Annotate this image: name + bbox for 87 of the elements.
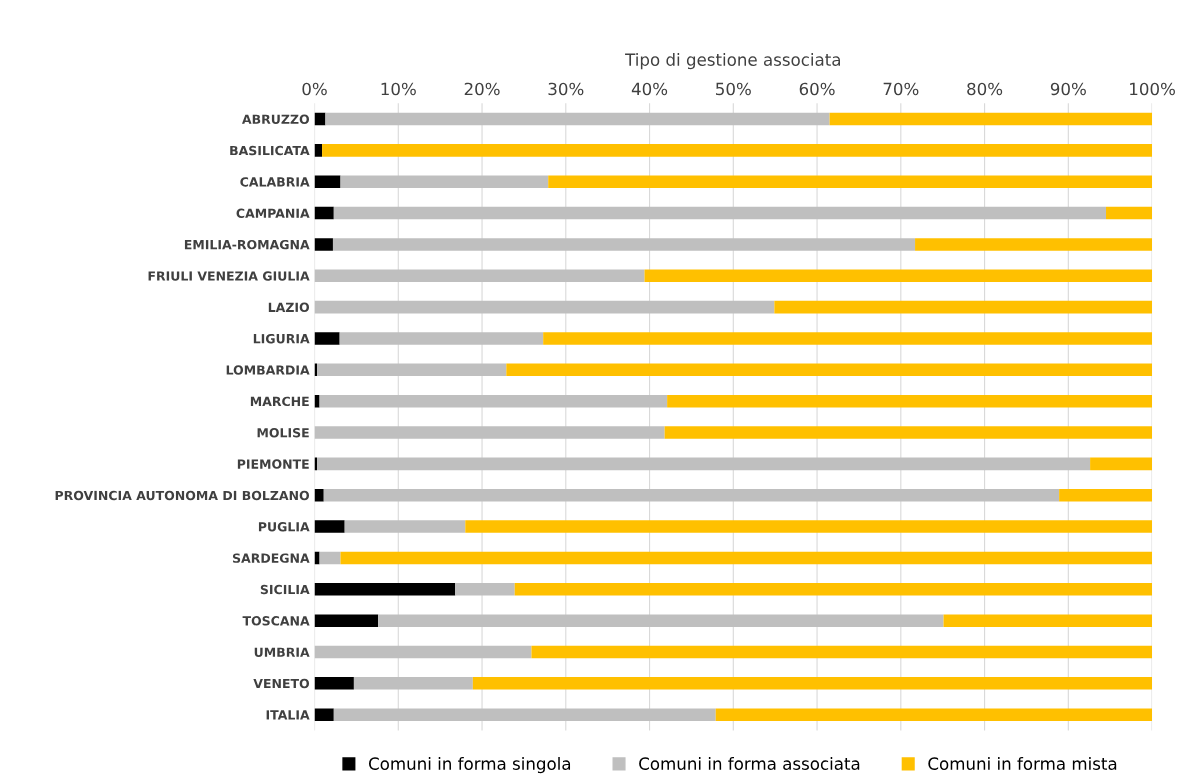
bar: [774, 300, 1153, 314]
x-tick-label: 70%: [883, 82, 919, 96]
y-tick-label: FRIULI VENEZIA GIULIA: [148, 271, 310, 281]
bar: [378, 614, 944, 627]
y-tick-label: PUGLIA: [258, 522, 310, 532]
x-tick-label: 100%: [1130, 82, 1175, 96]
y-tick-label: BASILICATA: [230, 145, 310, 156]
bar: [715, 708, 1153, 721]
x-tick-label: 0%: [302, 82, 327, 96]
bar: [1106, 206, 1153, 220]
bar: [314, 175, 341, 188]
bar: [340, 175, 549, 188]
bar: [314, 677, 354, 690]
bar: [322, 144, 1153, 157]
y-tick-label: ITALIA: [266, 710, 310, 720]
bar: [506, 363, 1153, 377]
bar: [314, 520, 345, 533]
bar: [465, 520, 1153, 533]
x-tick-label: 80%: [967, 82, 1003, 96]
bar: [317, 457, 1091, 471]
bar: [332, 238, 916, 251]
y-tick-label: CAMPANIA: [236, 208, 310, 218]
bar: [314, 269, 645, 283]
bar: [514, 583, 1153, 596]
x-tick-label: 60%: [799, 82, 835, 96]
y-tick-label: LAZIO: [268, 302, 310, 313]
y-tick-label: EMILIA-ROMAGNA: [184, 239, 310, 250]
bar: [340, 551, 1153, 565]
y-tick-label: PROVINCIA AUTONOMA DI BOLZANO: [55, 490, 310, 501]
bar: [314, 394, 320, 408]
bar: [353, 677, 473, 690]
bar: [314, 614, 379, 627]
bar: [314, 300, 775, 314]
y-tick-label: SICILIA: [260, 584, 310, 595]
bar: [664, 426, 1153, 439]
y-tick-label: CALABRIA: [240, 177, 310, 187]
bar: [323, 488, 1060, 502]
bar: [319, 394, 668, 408]
bar: [472, 677, 1153, 690]
bar: [943, 614, 1153, 627]
bar: [314, 332, 340, 345]
bar: [314, 144, 323, 157]
x-tick-label: 50%: [716, 82, 751, 96]
y-tick-label: PIEMONTE: [237, 459, 309, 469]
x-axis-title: Tipo di gestione associata: [625, 53, 840, 70]
y-tick-label: VENETO: [253, 678, 310, 689]
x-tick-label: 30%: [548, 82, 584, 96]
y-tick-label: ABRUZZO: [241, 114, 310, 124]
x-tick-label: 90%: [1050, 82, 1086, 96]
x-tick-label: 40%: [631, 82, 668, 96]
bar: [667, 394, 1153, 408]
x-tick-label: 10%: [381, 82, 416, 96]
bar: [314, 488, 324, 502]
bar: [339, 332, 544, 345]
x-tick-label: 20%: [464, 82, 500, 96]
bar: [915, 238, 1153, 251]
y-tick-label: TOSCANA: [242, 616, 310, 626]
bar: [344, 520, 466, 533]
bar: [319, 551, 341, 565]
legend-label: Comuni in forma associata: [639, 757, 860, 770]
y-tick-label: MOLISE: [257, 428, 309, 438]
bar: [325, 112, 830, 126]
bar: [317, 363, 507, 377]
legend-label: Comuni in forma mista: [928, 757, 1117, 770]
bar: [1090, 457, 1153, 471]
bar: [531, 645, 1153, 659]
bar: [314, 645, 532, 659]
bar: [314, 426, 665, 439]
bar: [314, 551, 320, 565]
y-tick-label: LIGURIA: [253, 333, 310, 344]
bar: [314, 583, 456, 596]
y-tick-label: MARCHE: [250, 396, 309, 407]
bar: [314, 206, 334, 220]
bar: [1059, 488, 1153, 502]
y-tick-label: SARDEGNA: [232, 553, 310, 563]
bar: [829, 112, 1153, 126]
bar: [543, 332, 1153, 345]
y-tick-label: LOMBARDIA: [226, 365, 310, 375]
bar: [644, 269, 1153, 283]
bar: [333, 708, 716, 721]
bar: [548, 175, 1153, 188]
bar: [314, 238, 333, 251]
bar: [314, 708, 334, 721]
bar: [333, 206, 1107, 220]
legend-label: Comuni in forma singola: [368, 757, 571, 774]
y-tick-label: UMBRIA: [254, 647, 310, 657]
bar: [455, 583, 515, 596]
